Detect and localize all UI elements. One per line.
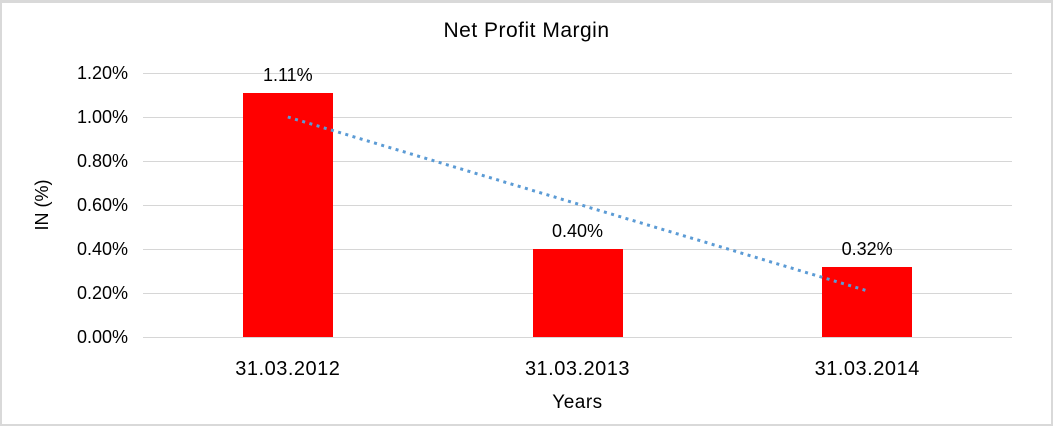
chart-title: Net Profit Margin <box>443 19 610 42</box>
y-axis-tick-label: 1.20% <box>76 63 128 83</box>
gridline <box>143 336 1012 338</box>
bar-value-label: 1.11% <box>262 64 313 85</box>
y-axis-tick-label: 0.40% <box>76 239 128 259</box>
x-axis-tick-label: 31.03.2013 <box>524 358 631 380</box>
x-axis-tick-label: 31.03.2014 <box>814 358 920 380</box>
bar-31.03.2012 <box>242 92 333 337</box>
plot-area: 0.00% 0.20% 0.40% 0.60% 0.80% 1.00% 1.20% 1.11%… <box>2 3 1051 424</box>
bar-31.03.2014 <box>822 266 913 337</box>
y-axis-tick-label: 0.00% <box>76 327 128 347</box>
bar-31.03.2013 <box>532 249 623 337</box>
gridline <box>143 72 1012 74</box>
bar-value-label: 0.40% <box>551 221 604 241</box>
y-axis-tick-label: 0.80% <box>76 151 128 171</box>
y-axis-tick-label: 1.00% <box>76 107 128 127</box>
y-axis-tick-label: 0.20% <box>76 283 128 303</box>
bar-value-label: 0.32% <box>841 238 893 259</box>
y-axis-tick-label: 0.60% <box>76 195 128 215</box>
x-axis-title: Years <box>552 392 603 413</box>
x-axis-tick-label: 31.03.2012 <box>235 358 341 380</box>
